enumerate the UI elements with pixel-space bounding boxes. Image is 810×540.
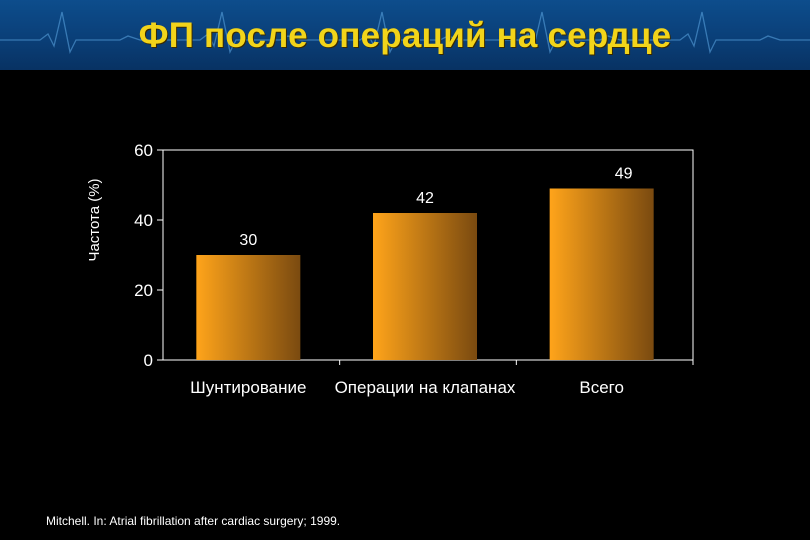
ecg-pattern-icon	[0, 11, 810, 54]
data-label: 49	[615, 166, 633, 183]
x-category-label: Операции на клапанах	[335, 378, 516, 397]
y-tick-label: 20	[134, 281, 153, 300]
bar	[196, 255, 301, 360]
x-category-label: Шунтирование	[190, 378, 306, 397]
slide-title: ФП после операций на сердце	[138, 16, 672, 55]
data-label: 42	[416, 190, 434, 207]
chart-bars	[196, 188, 654, 360]
slide-header: ФП после операций на сердце	[0, 0, 810, 70]
bar	[549, 188, 654, 360]
x-category-label: Всего	[579, 378, 624, 397]
y-tick-label: 0	[144, 351, 153, 370]
source-citation: Mitchell. In: Atrial fibrillation after …	[46, 514, 341, 528]
y-tick-label: 40	[134, 211, 153, 230]
bar	[373, 213, 477, 360]
y-axis-label: Частота (%)	[86, 178, 103, 261]
chart-labels: 30 Шунтирование 42 Операции на клапанах 49 Вс…	[190, 166, 632, 398]
y-tick-label: 60	[134, 141, 153, 160]
data-label: 30	[239, 232, 257, 249]
bar-chart: Частота (%) 0 20 40 60 30 Шунтирование 42 Опер…	[86, 141, 694, 398]
